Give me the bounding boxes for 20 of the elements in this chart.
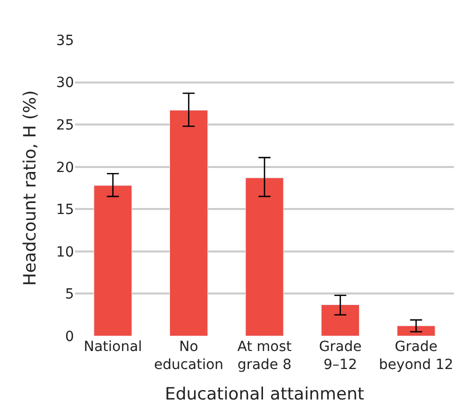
bar: [396, 326, 436, 336]
y-axis-title: Headcount ratio, H (%): [20, 90, 41, 286]
x-tick-label: No education: [154, 339, 224, 374]
bar: [170, 110, 208, 336]
y-tick-label: 30: [56, 75, 74, 92]
y-tick-label: 5: [65, 286, 74, 303]
bar: [245, 178, 284, 336]
x-tick-label: National: [84, 339, 142, 355]
x-tick-label: Grade 9–12: [318, 339, 362, 374]
x-axis-title: Educational attainment: [164, 384, 364, 405]
bar: [321, 304, 360, 336]
y-tick-label: 10: [56, 244, 74, 260]
y-tick-label: 35: [56, 32, 74, 49]
x-tick-label: Grade beyond 12: [378, 339, 454, 374]
bar: [94, 185, 132, 336]
y-tick-label: 15: [56, 202, 74, 218]
x-tick-label: At most grade 8: [237, 339, 292, 374]
y-tick-label: 25: [56, 117, 74, 134]
y-tick-label: 0: [65, 328, 74, 345]
y-tick-label: 20: [56, 160, 74, 176]
